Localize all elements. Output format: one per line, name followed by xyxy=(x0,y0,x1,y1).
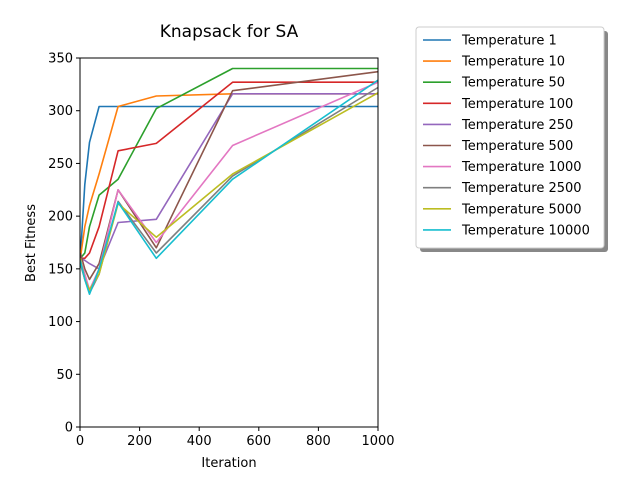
x-tick-label: 1000 xyxy=(361,434,394,449)
y-tick-label: 350 xyxy=(48,52,73,67)
x-tick-label: 400 xyxy=(187,434,212,449)
y-tick-label: 50 xyxy=(56,368,73,383)
x-tick-label: 600 xyxy=(246,434,271,449)
legend-label: Temperature 50 xyxy=(461,76,565,91)
plot-frame xyxy=(79,57,379,428)
legend-label: Temperature 500 xyxy=(461,139,573,154)
legend-label: Temperature 250 xyxy=(461,118,573,133)
series-line-6 xyxy=(80,70,378,281)
legend-box xyxy=(415,26,605,249)
y-tick-label: 200 xyxy=(48,210,73,225)
chart-title: Knapsack for SA xyxy=(160,22,299,42)
series-line-10 xyxy=(80,79,378,296)
series-line-9 xyxy=(80,92,378,291)
series-line-1 xyxy=(80,105,378,259)
legend-label: Temperature 1 xyxy=(461,34,557,49)
legend-label: Temperature 5000 xyxy=(461,202,582,217)
y-tick-label: 0 xyxy=(65,421,73,436)
legend: Temperature 1 Temperature 10 Temperature 5… xyxy=(415,26,608,252)
y-axis-label: Best Fitness xyxy=(24,204,39,282)
legend-label: Temperature 10 xyxy=(461,55,565,70)
legend-label: Temperature 100 xyxy=(461,97,573,112)
series-line-7 xyxy=(80,81,378,291)
y-tick-label: 100 xyxy=(48,315,73,330)
series-lines xyxy=(80,67,378,296)
series-line-5 xyxy=(80,93,378,270)
x-axis-ticks: 0 200 400 600 800 1000 xyxy=(76,427,395,449)
legend-label: Temperature 2500 xyxy=(461,181,582,196)
x-tick-label: 200 xyxy=(127,434,152,449)
legend-label: Temperature 1000 xyxy=(461,160,582,175)
x-axis-label: Iteration xyxy=(201,456,256,471)
x-tick-label: 800 xyxy=(306,434,331,449)
y-tick-label: 150 xyxy=(48,262,73,277)
legend-label: Temperature 10000 xyxy=(461,223,590,238)
y-axis-ticks: 0 50 100 150 200 250 300 350 xyxy=(48,52,80,436)
y-tick-label: 300 xyxy=(48,104,73,119)
x-tick-label: 0 xyxy=(76,434,84,449)
series-line-2 xyxy=(80,93,378,259)
y-tick-label: 250 xyxy=(48,157,73,172)
series-line-4 xyxy=(80,81,378,260)
